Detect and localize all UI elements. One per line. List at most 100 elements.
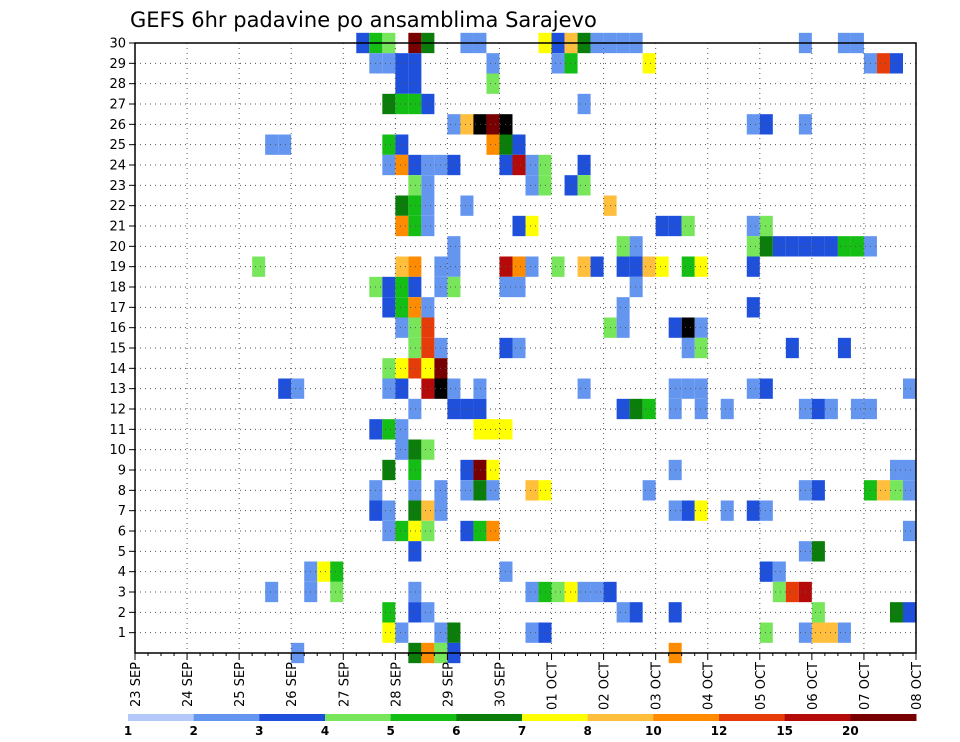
heatmap-cell	[460, 459, 474, 481]
x-axis-ticks: 23 SEP 24 SEP 25 SEP 26 SEP 27 SEP 28 SEP 29 S…	[129, 653, 925, 710]
heatmap-cell	[746, 236, 760, 257]
heatmap-cell	[395, 154, 409, 176]
heatmap-cell	[681, 215, 695, 237]
heatmap-cell	[759, 561, 773, 582]
colorbar-swatch	[193, 714, 260, 721]
heatmap-cell	[395, 73, 409, 94]
heatmap-cell	[408, 53, 422, 74]
heatmap-cell	[421, 93, 435, 115]
heatmap-cell	[811, 236, 825, 257]
heatmap-cell	[382, 134, 396, 155]
heatmap-cell	[525, 175, 539, 196]
heatmap-cell	[382, 459, 396, 481]
heatmap-cell	[785, 581, 799, 603]
heatmap-cell	[486, 459, 500, 481]
y-tick-label: 30	[109, 37, 126, 52]
y-tick-label: 16	[109, 321, 126, 336]
heatmap-cell	[811, 622, 825, 643]
y-tick-label: 3	[118, 586, 126, 601]
heatmap-cell	[395, 317, 409, 338]
x-tick-label: 02 OCT	[598, 662, 613, 710]
heatmap-cell	[577, 378, 591, 399]
heatmap-cell	[278, 134, 292, 155]
heatmap-cell	[759, 378, 773, 399]
heatmap-cell	[551, 581, 565, 603]
heatmap-cell	[382, 154, 396, 176]
heatmap-cell	[525, 622, 539, 643]
y-tick-label: 1	[118, 626, 126, 641]
heatmap-cell	[616, 236, 630, 257]
heatmap-cell	[629, 602, 643, 623]
heatmap-cell	[525, 480, 539, 501]
heatmap-cell	[382, 276, 396, 298]
x-tick-label: 30 SEP	[493, 662, 508, 707]
heatmap-cell	[330, 581, 344, 603]
heatmap-cell	[473, 459, 487, 481]
heatmap-cell	[486, 73, 500, 94]
x-tick-label: 07 OCT	[858, 662, 873, 710]
heatmap-cell	[421, 175, 435, 196]
heatmap-cell	[811, 541, 825, 562]
heatmap-cell	[902, 378, 916, 399]
x-tick-label: 26 SEP	[285, 662, 300, 707]
heatmap-cell	[694, 317, 708, 338]
x-tick-label: 05 OCT	[754, 662, 769, 710]
colorbar-label: 15	[776, 724, 793, 738]
heatmap-cell	[746, 378, 760, 399]
heatmap-cell	[395, 53, 409, 74]
heatmap-cell	[759, 215, 773, 237]
heatmap-cell	[746, 297, 760, 318]
colorbar-swatch	[456, 714, 523, 721]
heatmap-cell	[681, 378, 695, 399]
heatmap-cell	[408, 358, 422, 379]
colorbar: 1 2 3 4 5 6 7 8 10 12 15 20	[124, 714, 917, 738]
heatmap-cell	[447, 378, 461, 399]
heatmap-cell	[395, 276, 409, 298]
y-tick-label: 9	[118, 464, 126, 479]
heatmap-cell	[551, 53, 565, 74]
chart-title: GEFS 6hr padavine po ansamblima Sarajevo	[130, 8, 597, 32]
heatmap-cell	[681, 256, 695, 277]
y-tick-label: 27	[109, 98, 126, 113]
heatmap-cell	[421, 297, 435, 318]
colorbar-label: 8	[583, 724, 591, 738]
heatmap-cell	[382, 93, 396, 115]
heatmap-cell	[447, 398, 461, 420]
heatmap-cell	[577, 581, 591, 603]
y-tick-label: 24	[109, 159, 126, 174]
x-tick-label: 25 SEP	[233, 662, 248, 707]
heatmap-cell	[824, 622, 838, 643]
heatmap-cell	[811, 480, 825, 501]
colorbar-label: 12	[711, 724, 728, 738]
heatmap-cell	[486, 134, 500, 155]
heatmap-cell	[616, 256, 630, 277]
heatmap-cell	[460, 195, 474, 216]
heatmap-cell	[317, 561, 331, 582]
heatmap-cell	[655, 215, 669, 237]
heatmap-cell	[512, 337, 526, 359]
heatmap-cell	[473, 398, 487, 420]
heatmap-cell	[395, 622, 409, 643]
heatmap-cell	[395, 358, 409, 379]
x-tick-label: 01 OCT	[546, 662, 561, 710]
y-tick-label: 12	[109, 403, 126, 418]
heatmap-cell	[278, 378, 292, 399]
heatmap-cell	[265, 134, 279, 155]
heatmap-cell	[642, 53, 656, 74]
colorbar-label: 7	[518, 724, 526, 738]
heatmap-cell	[382, 358, 396, 379]
heatmap-cell	[421, 215, 435, 237]
heatmap-cell	[759, 500, 773, 521]
heatmap-cell	[291, 378, 305, 399]
heatmap-cell	[811, 602, 825, 623]
heatmap-cell	[902, 459, 916, 481]
heatmap-cell	[382, 520, 396, 542]
heatmap-cell	[525, 256, 539, 277]
y-axis-ticks: 1234567891011121314151617181920212223242…	[109, 37, 135, 641]
heatmap-cell	[785, 236, 799, 257]
heatmap-cell	[486, 520, 500, 542]
heatmap-cell	[551, 256, 565, 277]
heatmap-cell	[408, 317, 422, 338]
colorbar-label: 4	[321, 724, 329, 738]
